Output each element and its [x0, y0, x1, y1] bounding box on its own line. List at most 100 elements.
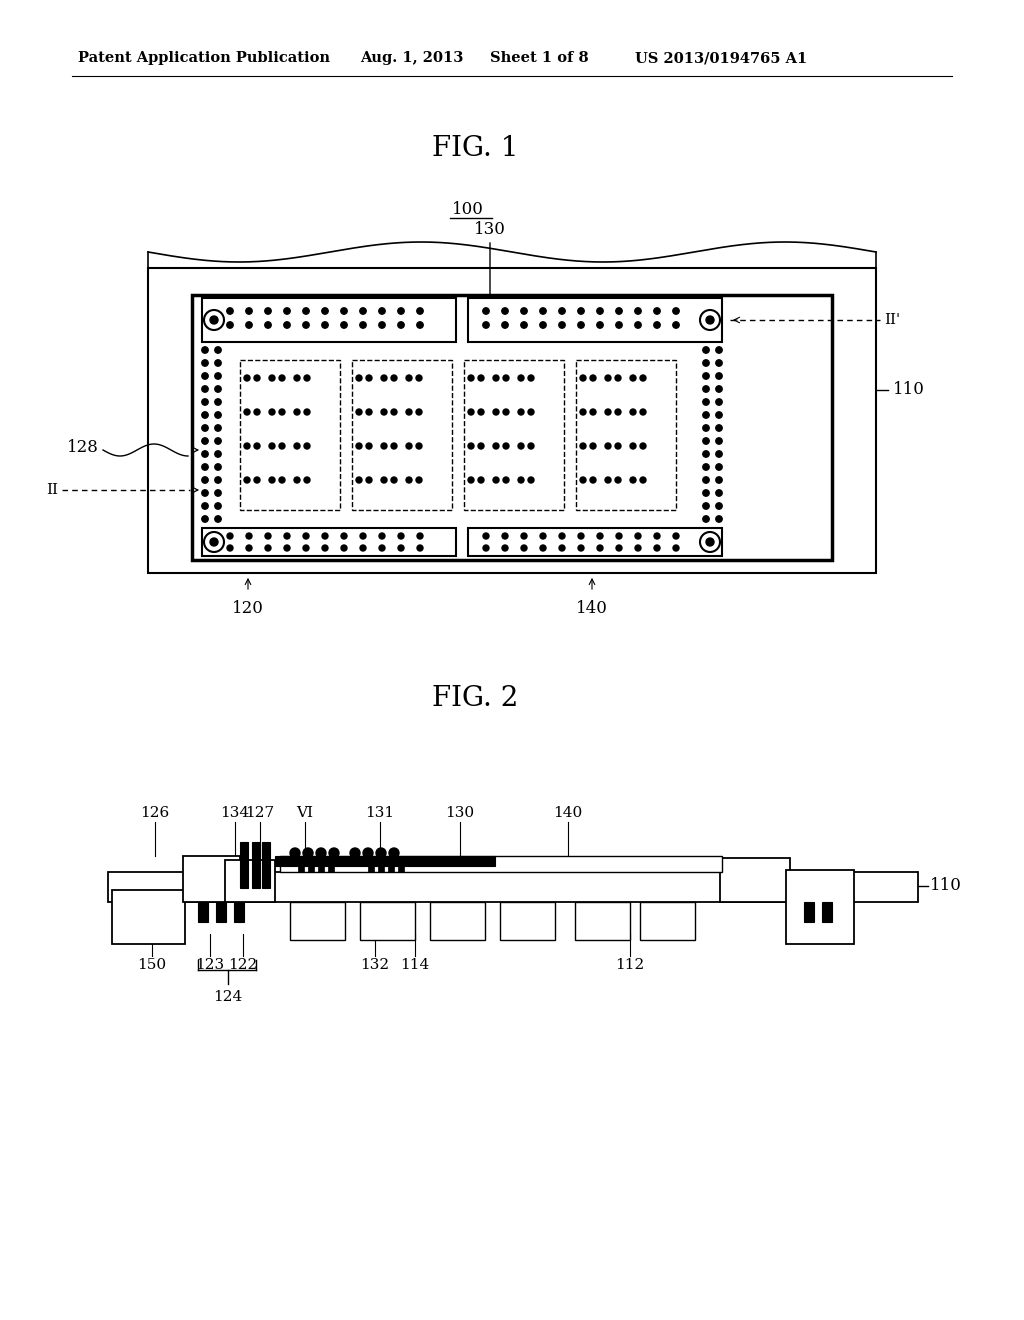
Circle shape [716, 463, 722, 470]
Circle shape [290, 847, 300, 858]
Bar [822, 902, 831, 921]
Circle shape [265, 533, 271, 539]
Circle shape [702, 438, 710, 445]
Circle shape [362, 847, 373, 858]
Circle shape [716, 503, 722, 510]
Bar [464, 360, 564, 510]
Circle shape [381, 477, 387, 483]
Circle shape [284, 533, 290, 539]
Circle shape [417, 322, 423, 329]
Circle shape [493, 409, 499, 414]
Text: 126: 126 [140, 807, 170, 820]
Bar [193, 294, 831, 560]
Circle shape [706, 539, 714, 546]
Text: 114: 114 [400, 958, 430, 972]
Circle shape [616, 533, 622, 539]
Circle shape [716, 477, 722, 483]
Circle shape [702, 490, 710, 496]
Circle shape [702, 477, 710, 483]
Circle shape [226, 308, 233, 314]
Circle shape [322, 308, 329, 314]
Circle shape [716, 516, 722, 523]
Circle shape [605, 444, 611, 449]
Circle shape [483, 545, 489, 550]
Circle shape [597, 308, 603, 314]
Circle shape [597, 322, 603, 329]
Circle shape [389, 847, 399, 858]
Bar [202, 298, 456, 342]
Bar [252, 842, 260, 888]
Circle shape [673, 308, 679, 314]
Circle shape [673, 533, 679, 539]
Circle shape [244, 409, 250, 414]
Circle shape [215, 385, 221, 392]
Circle shape [215, 425, 221, 432]
Circle shape [227, 545, 233, 550]
Circle shape [215, 503, 221, 510]
Circle shape [398, 545, 404, 550]
Bar [290, 902, 345, 940]
Circle shape [416, 477, 422, 483]
Bar [378, 866, 384, 873]
Circle shape [381, 444, 387, 449]
Circle shape [502, 545, 508, 550]
Circle shape [478, 444, 484, 449]
Circle shape [215, 490, 221, 496]
Text: 100: 100 [452, 202, 484, 219]
Circle shape [215, 399, 221, 405]
Circle shape [391, 444, 397, 449]
Circle shape [356, 444, 362, 449]
Text: 112: 112 [615, 958, 645, 972]
Circle shape [356, 477, 362, 483]
Circle shape [215, 347, 221, 354]
Circle shape [202, 372, 208, 379]
Circle shape [279, 375, 285, 381]
Text: 120: 120 [232, 601, 264, 616]
Circle shape [578, 533, 584, 539]
Text: 132: 132 [360, 958, 389, 972]
Circle shape [521, 308, 527, 314]
Circle shape [702, 451, 710, 457]
Circle shape [482, 322, 489, 329]
Circle shape [341, 533, 347, 539]
Bar [804, 902, 814, 921]
Circle shape [284, 322, 290, 329]
Circle shape [227, 533, 233, 539]
Circle shape [702, 347, 710, 354]
Circle shape [478, 477, 484, 483]
Bar [575, 902, 630, 940]
Circle shape [210, 315, 218, 323]
Bar [148, 268, 876, 573]
Circle shape [341, 308, 347, 314]
Circle shape [615, 308, 623, 314]
Circle shape [265, 322, 271, 329]
Circle shape [244, 444, 250, 449]
Circle shape [303, 308, 309, 314]
Circle shape [578, 308, 585, 314]
Bar [575, 360, 676, 510]
Circle shape [559, 533, 565, 539]
Circle shape [493, 375, 499, 381]
Circle shape [226, 322, 233, 329]
Text: Aug. 1, 2013: Aug. 1, 2013 [360, 51, 464, 65]
Bar [225, 861, 275, 902]
Circle shape [502, 308, 508, 314]
Circle shape [303, 847, 313, 858]
Circle shape [381, 409, 387, 414]
Circle shape [540, 545, 546, 550]
Circle shape [202, 438, 208, 445]
Circle shape [590, 444, 596, 449]
Circle shape [202, 477, 208, 483]
Circle shape [635, 322, 641, 329]
Circle shape [640, 444, 646, 449]
Circle shape [294, 477, 300, 483]
Circle shape [316, 847, 326, 858]
Circle shape [215, 463, 221, 470]
Circle shape [391, 375, 397, 381]
Circle shape [521, 545, 527, 550]
Text: 124: 124 [213, 990, 243, 1005]
Circle shape [597, 533, 603, 539]
Bar [640, 902, 695, 940]
Circle shape [379, 308, 385, 314]
Circle shape [502, 533, 508, 539]
